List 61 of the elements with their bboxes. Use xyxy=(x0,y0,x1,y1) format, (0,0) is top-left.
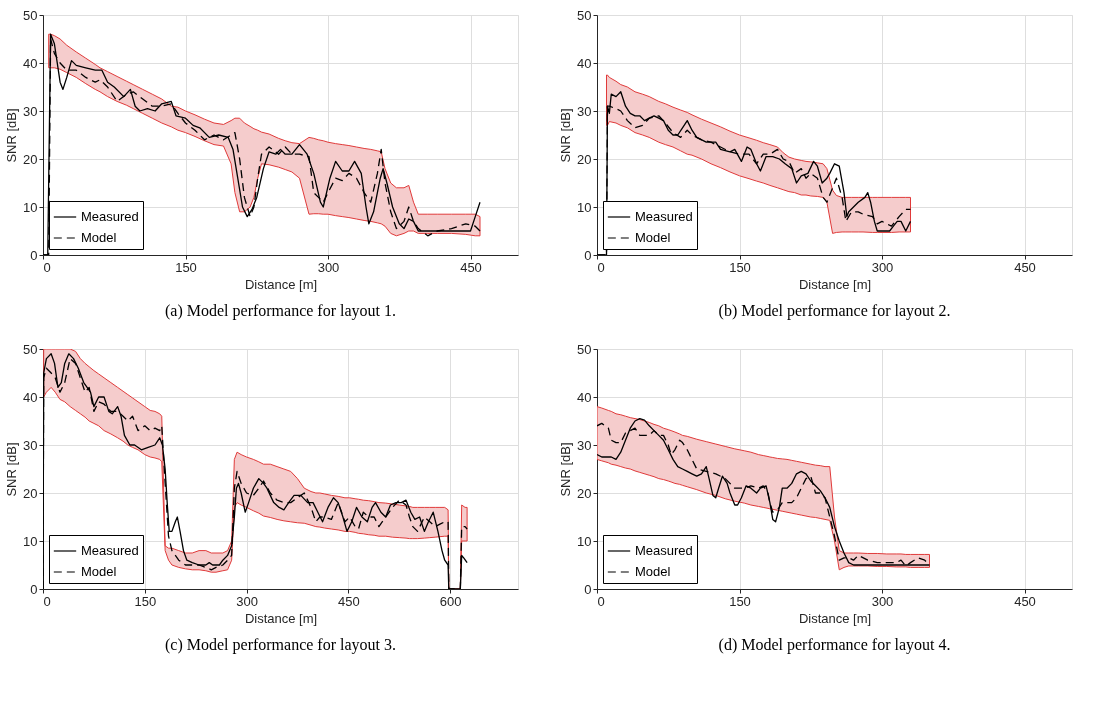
y-tick-label: 0 xyxy=(584,247,592,263)
x-tick-label: 450 xyxy=(1014,259,1036,275)
x-tick-label: 600 xyxy=(439,593,462,609)
text: (d) Model performance for layout 4. xyxy=(718,636,951,654)
y-tick-label: 10 xyxy=(23,533,38,549)
y-axis-title: SNR [dB] xyxy=(558,442,574,497)
x-tick-label: 300 xyxy=(871,593,894,609)
y-tick-label: 10 xyxy=(577,199,592,215)
x-tick-label: 450 xyxy=(460,259,482,275)
x-tick-label: 150 xyxy=(175,259,197,275)
y-tick-label: 40 xyxy=(23,389,38,405)
y-tick-label: 20 xyxy=(577,485,592,501)
y-tick-label: 20 xyxy=(23,485,38,501)
x-tick-label: 0 xyxy=(597,593,605,609)
y-tick-label: 0 xyxy=(30,581,38,597)
y-tick-label: 50 xyxy=(577,7,592,23)
x-tick-label: 450 xyxy=(338,593,360,609)
y-tick-label: 50 xyxy=(577,341,592,357)
legend-label: Model xyxy=(81,564,117,579)
y-tick-label: 10 xyxy=(577,533,592,549)
y-axis-title: SNR [dB] xyxy=(558,108,574,163)
legend-label: Measured xyxy=(81,209,139,224)
x-axis-title: Distance [m] xyxy=(244,276,318,292)
legend-label: Model xyxy=(81,230,117,245)
y-tick-label: 20 xyxy=(23,151,38,167)
legend-label: Model xyxy=(635,230,671,245)
text: (a) Model performance for layout 1. xyxy=(164,302,397,320)
y-tick-label: 30 xyxy=(23,437,38,453)
x-tick-label: 150 xyxy=(729,593,751,609)
x-axis-title: Distance [m] xyxy=(798,610,872,626)
legend-label: Measured xyxy=(81,543,139,558)
y-tick-label: 50 xyxy=(23,7,38,23)
x-tick-label: 0 xyxy=(43,593,51,609)
x-tick-label: 300 xyxy=(317,259,340,275)
x-tick-label: 450 xyxy=(1014,593,1036,609)
y-tick-label: 40 xyxy=(23,55,38,71)
y-tick-label: 40 xyxy=(577,55,592,71)
y-tick-label: 30 xyxy=(23,103,38,119)
text: (b) Model performance for layout 2. xyxy=(718,302,951,320)
text: (c) Model performance for layout 3. xyxy=(164,636,397,654)
x-tick-label: 300 xyxy=(871,259,894,275)
y-tick-label: 0 xyxy=(584,581,592,597)
legend-label: Model xyxy=(635,564,671,579)
y-tick-label: 30 xyxy=(577,437,592,453)
y-tick-label: 50 xyxy=(23,341,38,357)
x-tick-label: 0 xyxy=(43,259,51,275)
y-tick-label: 0 xyxy=(30,247,38,263)
y-axis-title: SNR [dB] xyxy=(4,442,20,497)
legend-label: Measured xyxy=(635,543,693,558)
y-tick-label: 40 xyxy=(577,389,592,405)
y-axis-title: SNR [dB] xyxy=(4,108,20,163)
x-axis-title: Distance [m] xyxy=(798,276,872,292)
x-axis-title: Distance [m] xyxy=(244,610,318,626)
x-tick-label: 300 xyxy=(236,593,258,609)
y-tick-label: 10 xyxy=(23,199,38,215)
y-tick-label: 20 xyxy=(577,151,592,167)
legend-label: Measured xyxy=(635,209,693,224)
x-tick-label: 150 xyxy=(729,259,751,275)
x-tick-label: 0 xyxy=(597,259,605,275)
x-tick-label: 150 xyxy=(134,593,157,609)
y-tick-label: 30 xyxy=(577,103,592,119)
